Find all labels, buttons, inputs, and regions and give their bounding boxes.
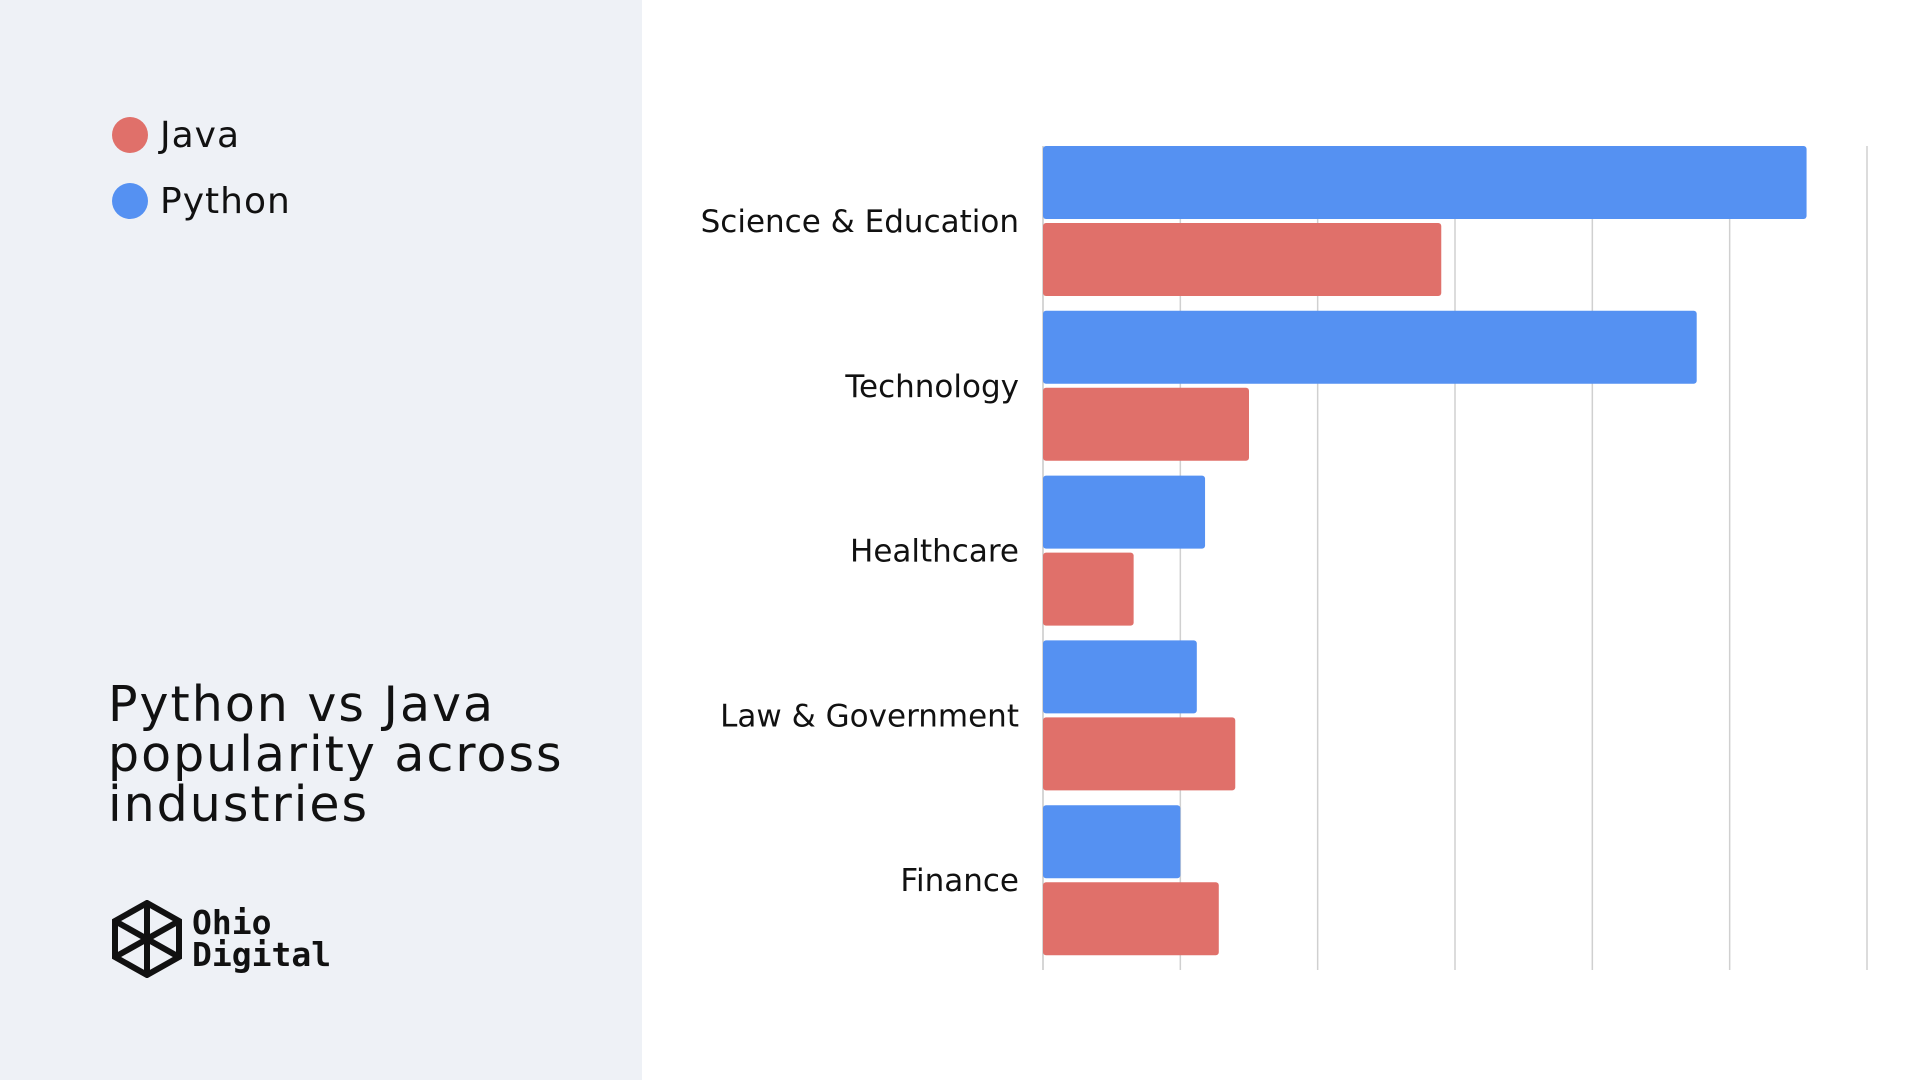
bar-chart: Science & Education Technology Healthcare L…: [701, 146, 1868, 970]
bar-java: [1043, 223, 1442, 296]
legend-item-java: Java: [112, 102, 291, 168]
bar-python: [1043, 146, 1807, 219]
bar-java: [1043, 882, 1219, 956]
chart-title: Python vs Java popularity across industr…: [108, 676, 564, 833]
python-swatch: [112, 183, 148, 219]
legend-label-python: Python: [160, 180, 291, 222]
chart-area: Science & Education Technology Healthcare L…: [642, 0, 1920, 1080]
logo-text-line-1: Ohio: [192, 903, 272, 942]
legend-item-python: Python: [112, 168, 291, 234]
category-label: Healthcare: [850, 534, 1019, 570]
java-swatch: [112, 117, 148, 153]
category-label: Law & Government: [720, 698, 1019, 734]
bar-python: [1043, 475, 1206, 549]
logo-mark-icon: [112, 900, 182, 978]
logo-text-line-2: Digital: [192, 935, 332, 974]
ohio-digital-logo: Ohio Digital: [110, 900, 331, 978]
chart-legend: Java Python: [112, 102, 291, 234]
bar-python: [1043, 805, 1181, 879]
bar-java: [1043, 552, 1134, 626]
bar-java: [1043, 387, 1249, 461]
category-label: Science & Education: [701, 204, 1019, 240]
category-label: Finance: [900, 863, 1019, 899]
bar-java: [1043, 717, 1236, 791]
bar-python: [1043, 310, 1697, 384]
category-label: Technology: [844, 369, 1019, 405]
side-panel: Java Python Python vs Java popularity ac…: [0, 0, 642, 1080]
legend-label-java: Java: [160, 114, 241, 156]
logo-text: Ohio Digital: [192, 903, 332, 974]
bar-python: [1043, 640, 1197, 714]
